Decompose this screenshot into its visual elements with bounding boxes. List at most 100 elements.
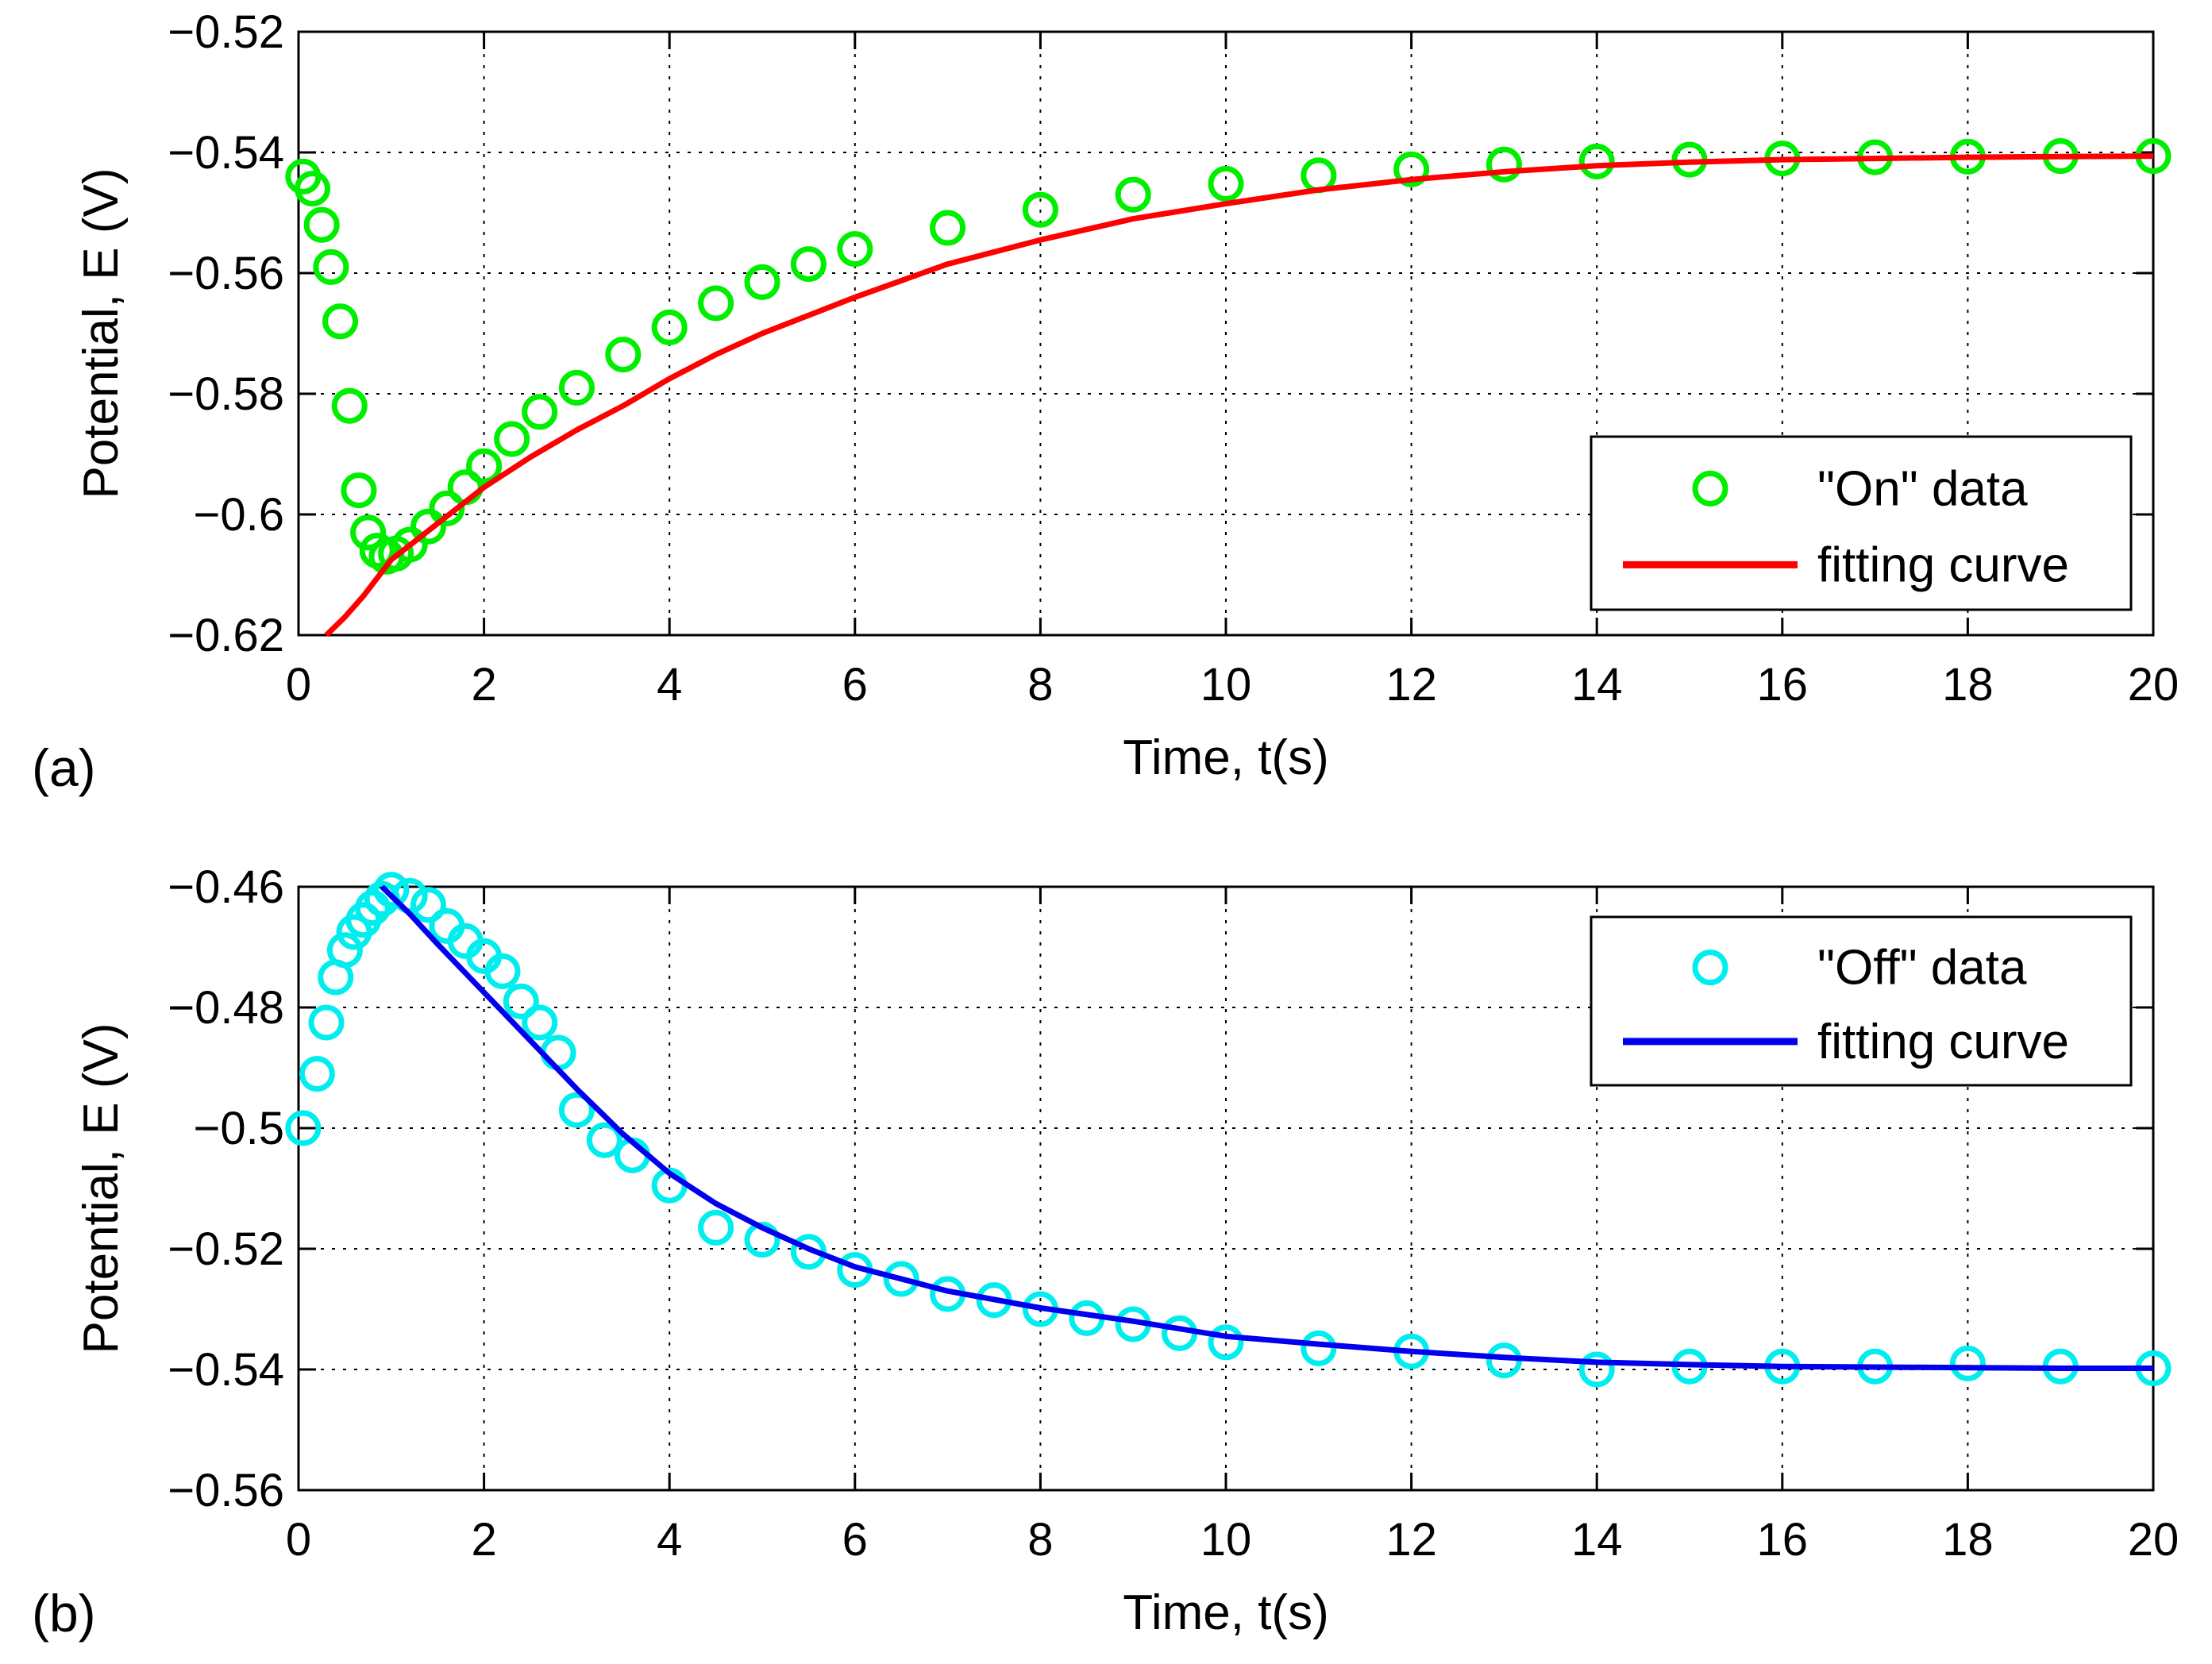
legend-marker-swatch — [1692, 470, 1728, 507]
legend-box — [1590, 915, 2133, 1087]
data-point — [930, 210, 966, 246]
data-point — [429, 490, 465, 526]
data-point — [1208, 1324, 1244, 1361]
y-tick-label: −0.52 — [168, 1223, 284, 1275]
panel-label: (a) — [32, 738, 96, 797]
x-tick-label: 0 — [286, 1514, 311, 1566]
data-point — [790, 246, 827, 283]
x-tick-label: 20 — [2128, 659, 2179, 711]
data-point — [484, 953, 521, 989]
data-point — [1393, 151, 1430, 187]
y-tick-label: −0.5 — [194, 1103, 285, 1154]
data-point — [350, 514, 387, 551]
data-point — [410, 508, 447, 545]
fitting-curve-line — [324, 153, 2154, 637]
x-tick-label: 8 — [1027, 659, 1053, 711]
x-axis-label: Time, t(s) — [1123, 1585, 1328, 1640]
chart-panel-b: 0 2 4 6 8 10 12 14 16 18 20 −0.56 −0.54 −0.52 −0.5 −0.4… — [32, 861, 2179, 1643]
y-tick-label: −0.54 — [168, 1344, 284, 1396]
data-point — [698, 285, 734, 322]
panel-label: (b) — [32, 1584, 96, 1643]
data-point — [322, 303, 359, 340]
x-tick-label: 18 — [1942, 1514, 1994, 1566]
data-point — [1022, 191, 1058, 228]
y-tick-label: −0.54 — [168, 127, 284, 179]
data-point — [651, 309, 688, 345]
data-point — [299, 1056, 335, 1092]
legend-box — [1590, 435, 2133, 611]
data-point — [373, 872, 410, 908]
x-tick-label: 2 — [471, 659, 496, 711]
legend-marker-swatch — [1692, 949, 1728, 986]
x-tick-label: 16 — [1757, 659, 1809, 711]
x-tick-label: 6 — [842, 659, 868, 711]
data-point — [391, 526, 428, 563]
x-tick-label: 6 — [842, 1514, 868, 1566]
data-point — [1486, 146, 1522, 183]
legend-label-fit: fitting curve — [1817, 537, 2069, 592]
y-tick-label: −0.52 — [168, 6, 284, 58]
data-point — [341, 472, 377, 509]
x-tick-label: 12 — [1385, 1514, 1437, 1566]
data-point — [313, 248, 349, 285]
data-point — [698, 1209, 734, 1246]
data-point — [494, 421, 530, 457]
data-point — [503, 983, 539, 1019]
data-point — [308, 1004, 345, 1041]
x-tick-label: 10 — [1200, 659, 1252, 711]
x-tick-label: 4 — [657, 659, 682, 711]
legend: "On" data fitting curve — [1590, 435, 2133, 611]
fitting-curve-line — [380, 884, 2153, 1371]
data-point — [326, 932, 363, 969]
data-point — [285, 1110, 322, 1146]
y-tick-label: −0.48 — [168, 982, 284, 1034]
x-tick-label: 14 — [1571, 1514, 1623, 1566]
data-point — [331, 387, 368, 424]
data-point — [1578, 143, 1615, 179]
x-tick-label: 20 — [2128, 1514, 2179, 1566]
data-point — [295, 171, 331, 207]
data-point — [558, 369, 595, 406]
y-tick-label: −0.56 — [168, 248, 284, 299]
y-tick-label: −0.46 — [168, 861, 284, 913]
x-tick-label: 0 — [286, 659, 311, 711]
chart-panel-a: 0 2 4 6 8 10 12 14 16 18 20 −0.62 −0.6 −0.58 −0.56 −0.5… — [32, 6, 2179, 797]
data-point — [1301, 1330, 1337, 1366]
x-axis-label: Time, t(s) — [1123, 730, 1328, 785]
data-point — [837, 231, 873, 268]
data-point — [522, 394, 558, 430]
y-axis-label: Potential, E (V) — [74, 1023, 129, 1354]
legend-label-data: "Off" data — [1817, 941, 2027, 996]
data-point — [744, 264, 780, 300]
data-point — [1115, 176, 1151, 213]
data-point — [1949, 1345, 1986, 1381]
legend: "Off" data fitting curve — [1590, 915, 2133, 1087]
x-tick-label: 18 — [1942, 659, 1994, 711]
data-point — [303, 206, 340, 243]
x-tick-label: 14 — [1571, 659, 1623, 711]
y-tick-label: −0.6 — [194, 489, 285, 541]
x-tick-label: 10 — [1200, 1514, 1252, 1566]
x-tick-label: 2 — [471, 1514, 496, 1566]
x-tick-label: 16 — [1757, 1514, 1809, 1566]
y-axis-label: Potential, E (V) — [74, 168, 129, 499]
data-point — [883, 1261, 919, 1297]
data-point — [410, 887, 447, 923]
data-point — [605, 337, 642, 373]
data-point — [1208, 166, 1244, 202]
data-point — [558, 1092, 595, 1128]
data-point — [354, 890, 391, 926]
legend-label-data: "On" data — [1817, 461, 2028, 516]
y-tick-label: −0.58 — [168, 368, 284, 420]
y-tick-label: −0.56 — [168, 1465, 284, 1516]
data-markers-on — [285, 138, 2172, 575]
x-tick-label: 12 — [1385, 659, 1437, 711]
data-point — [466, 448, 503, 484]
data-point — [522, 1004, 558, 1041]
data-point — [586, 1122, 622, 1158]
x-tick-label: 4 — [657, 1514, 682, 1566]
data-point — [1578, 1351, 1615, 1388]
legend-label-fit: fitting curve — [1817, 1015, 2069, 1069]
x-tick-label: 8 — [1027, 1514, 1053, 1566]
